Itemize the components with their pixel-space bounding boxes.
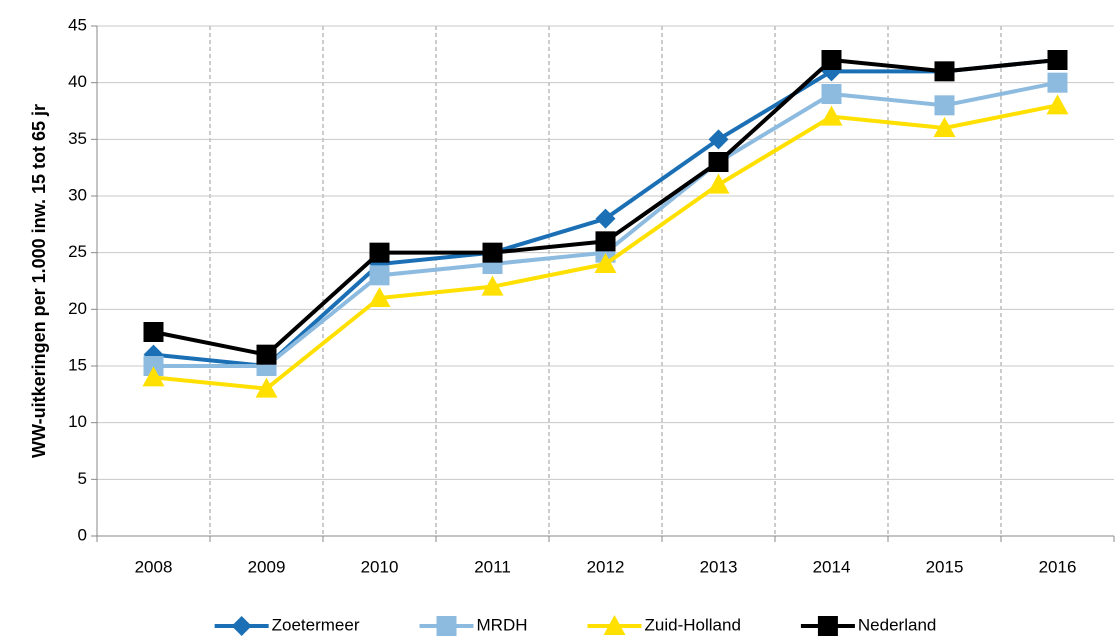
marker (594, 253, 617, 273)
legend-label: Nederland (858, 615, 936, 634)
y-tick-label: 45 (68, 15, 87, 34)
marker (817, 616, 838, 636)
marker (595, 231, 616, 252)
y-tick-label: 10 (68, 412, 87, 431)
marker (1047, 50, 1068, 70)
marker (708, 129, 729, 150)
marker (256, 344, 277, 365)
marker (821, 84, 842, 104)
x-tick-label: 2013 (700, 557, 738, 576)
marker (1047, 72, 1068, 93)
marker (368, 287, 391, 307)
y-tick-label: 5 (78, 469, 87, 488)
marker (707, 173, 730, 194)
y-tick-label: 35 (68, 129, 87, 148)
marker (934, 95, 955, 116)
marker (933, 117, 956, 137)
x-tick-label: 2012 (587, 557, 625, 576)
marker (143, 356, 164, 376)
marker (603, 615, 626, 635)
legend-label: Zoetermeer (272, 615, 360, 634)
y-tick-label: 0 (78, 525, 87, 544)
marker (143, 322, 164, 342)
legend-label: Zuid-Holland (645, 615, 741, 634)
y-tick-label: 20 (68, 299, 87, 318)
x-tick-label: 2009 (248, 557, 286, 576)
marker (708, 152, 729, 172)
y-axis-label: WW-uitkeringen per 1.000 inw. 15 tot 65 … (29, 104, 49, 458)
marker (481, 275, 504, 296)
x-tick-label: 2011 (474, 557, 511, 576)
legend-label: MRDH (477, 615, 528, 634)
legend: Zoetermeer MRDH Zuid-Holland Nederland (214, 615, 936, 636)
y-tick-label: 30 (68, 185, 87, 204)
x-tick-label: 2015 (926, 557, 964, 576)
x-tick-label: 2008 (135, 557, 173, 576)
marker (1046, 94, 1069, 115)
marker (934, 61, 955, 82)
marker (255, 377, 278, 398)
x-tick-label: 2014 (813, 557, 851, 576)
x-tick-label: 2010 (361, 557, 399, 576)
marker (595, 208, 616, 229)
marker (369, 242, 390, 263)
y-tick-label: 25 (68, 242, 87, 261)
marker (821, 50, 842, 70)
marker (436, 616, 457, 636)
y-tick-label: 15 (68, 355, 87, 374)
marker (820, 105, 843, 126)
marker (482, 242, 503, 263)
marker (369, 265, 390, 286)
marker (142, 366, 165, 387)
x-tick-label: 2016 (1039, 557, 1077, 576)
marker (231, 616, 252, 636)
y-tick-label: 40 (68, 72, 87, 91)
